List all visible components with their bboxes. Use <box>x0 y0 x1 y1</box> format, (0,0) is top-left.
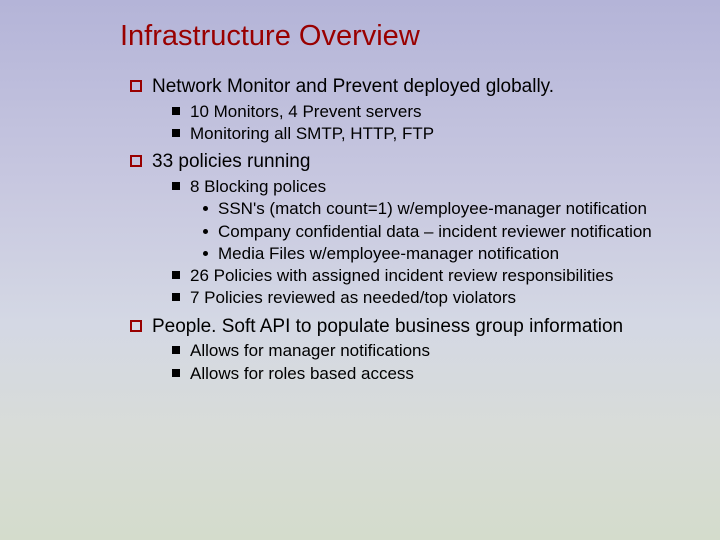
list-item-text: Media Files w/employee-manager notificat… <box>218 243 559 264</box>
list-item-text: Monitoring all SMTP, HTTP, FTP <box>190 123 434 144</box>
list-item: Allows for roles based access <box>172 363 700 384</box>
list-item: People. Soft API to populate business gr… <box>130 315 700 339</box>
square-bullet-icon <box>172 182 180 190</box>
list-item: 7 Policies reviewed as needed/top violat… <box>172 287 700 308</box>
list-item-text: 7 Policies reviewed as needed/top violat… <box>190 287 516 308</box>
list-item-text: People. Soft API to populate business gr… <box>152 315 623 339</box>
list-item: Network Monitor and Prevent deployed glo… <box>130 75 700 99</box>
list-item-text: 10 Monitors, 4 Prevent servers <box>190 101 421 122</box>
square-bullet-icon <box>172 346 180 354</box>
list-item: Media Files w/employee-manager notificat… <box>203 243 700 264</box>
square-outline-bullet-icon <box>130 320 142 332</box>
list-item-text: Network Monitor and Prevent deployed glo… <box>152 75 554 99</box>
list-item: Monitoring all SMTP, HTTP, FTP <box>172 123 700 144</box>
section-2: 33 policies running 8 Blocking polices S… <box>20 150 700 308</box>
list-item-text: Allows for manager notifications <box>190 340 430 361</box>
list-item: 10 Monitors, 4 Prevent servers <box>172 101 700 122</box>
square-outline-bullet-icon <box>130 155 142 167</box>
list-item-text: 26 Policies with assigned incident revie… <box>190 265 613 286</box>
square-bullet-icon <box>172 129 180 137</box>
list-item: SSN's (match count=1) w/employee-manager… <box>203 198 700 219</box>
square-bullet-icon <box>172 293 180 301</box>
list-item: Allows for manager notifications <box>172 340 700 361</box>
list-item: 33 policies running <box>130 150 700 174</box>
list-item-text: Company confidential data – incident rev… <box>218 221 652 242</box>
list-item: Company confidential data – incident rev… <box>203 221 700 242</box>
square-bullet-icon <box>172 369 180 377</box>
list-item-text: SSN's (match count=1) w/employee-manager… <box>218 198 647 219</box>
dot-bullet-icon <box>203 251 208 256</box>
square-bullet-icon <box>172 271 180 279</box>
list-item: 8 Blocking polices <box>172 176 700 197</box>
list-item-text: 8 Blocking polices <box>190 176 326 197</box>
section-1: Network Monitor and Prevent deployed glo… <box>20 75 700 144</box>
square-bullet-icon <box>172 107 180 115</box>
dot-bullet-icon <box>203 206 208 211</box>
list-item-text: Allows for roles based access <box>190 363 414 384</box>
dot-bullet-icon <box>203 229 208 234</box>
slide-title: Infrastructure Overview <box>120 20 700 53</box>
section-3: People. Soft API to populate business gr… <box>20 315 700 384</box>
list-item: 26 Policies with assigned incident revie… <box>172 265 700 286</box>
slide: Infrastructure Overview Network Monitor … <box>0 0 720 540</box>
square-outline-bullet-icon <box>130 80 142 92</box>
list-item-text: 33 policies running <box>152 150 310 174</box>
